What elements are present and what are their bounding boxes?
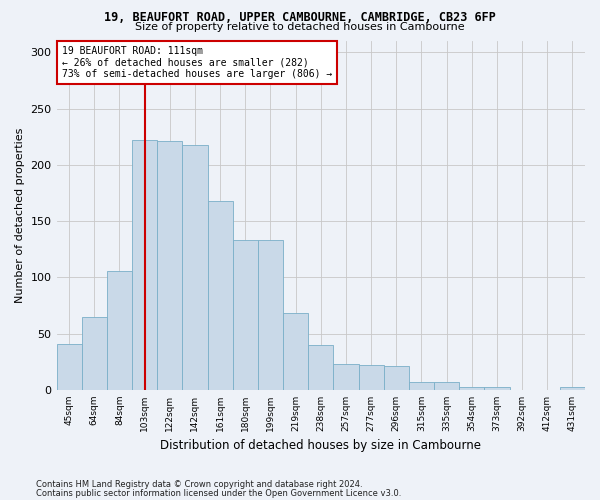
Text: 19 BEAUFORT ROAD: 111sqm
← 26% of detached houses are smaller (282)
73% of semi-: 19 BEAUFORT ROAD: 111sqm ← 26% of detach… — [62, 46, 332, 80]
Bar — [107, 270, 132, 390]
Bar — [233, 240, 258, 390]
Bar — [308, 345, 334, 390]
Bar — [132, 140, 157, 390]
Bar — [383, 366, 409, 390]
Bar — [434, 382, 459, 390]
Bar — [258, 240, 283, 390]
Bar — [208, 201, 233, 390]
Bar — [157, 141, 182, 390]
Y-axis label: Number of detached properties: Number of detached properties — [15, 128, 25, 303]
Text: Contains public sector information licensed under the Open Government Licence v3: Contains public sector information licen… — [36, 489, 401, 498]
Bar — [82, 317, 107, 390]
Bar — [409, 382, 434, 390]
Text: Contains HM Land Registry data © Crown copyright and database right 2024.: Contains HM Land Registry data © Crown c… — [36, 480, 362, 489]
Text: Size of property relative to detached houses in Cambourne: Size of property relative to detached ho… — [135, 22, 465, 32]
Bar — [560, 386, 585, 390]
X-axis label: Distribution of detached houses by size in Cambourne: Distribution of detached houses by size … — [160, 440, 481, 452]
Bar — [182, 144, 208, 390]
Bar — [334, 364, 359, 390]
Bar — [359, 365, 383, 390]
Bar — [283, 314, 308, 390]
Bar — [484, 386, 509, 390]
Bar — [56, 344, 82, 390]
Text: 19, BEAUFORT ROAD, UPPER CAMBOURNE, CAMBRIDGE, CB23 6FP: 19, BEAUFORT ROAD, UPPER CAMBOURNE, CAMB… — [104, 11, 496, 24]
Bar — [459, 386, 484, 390]
